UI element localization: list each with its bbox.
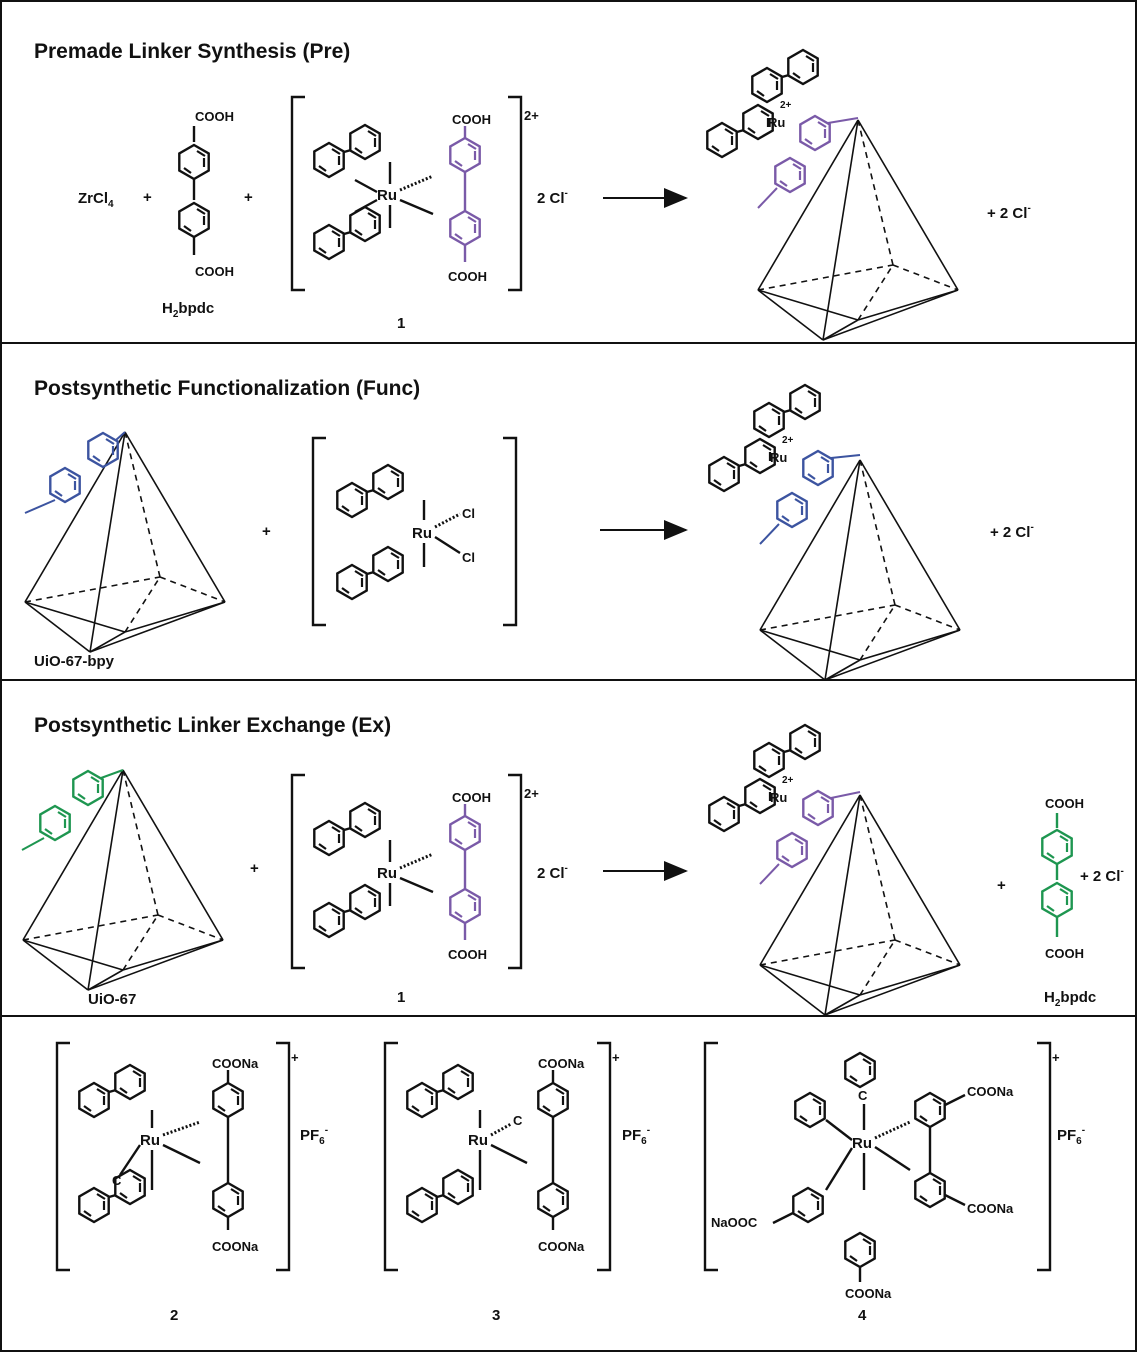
complex-number: 1: [397, 315, 405, 332]
product-charge: 2+: [782, 775, 794, 786]
plus-sign: +: [143, 189, 152, 206]
uio-67-bpy-mof: UiO-67-bpy: [24, 431, 226, 670]
product-mof: Ru 2+ + 2 Cl-: [709, 385, 1034, 681]
plus-sign: +: [997, 877, 1006, 894]
panel-title: Premade Linker Synthesis (Pre): [34, 40, 350, 63]
uio-67-mof: UiO-67: [21, 769, 224, 1008]
cooh-label: COOH: [1045, 946, 1084, 961]
counterion-label: 2 Cl-: [537, 188, 568, 207]
charge-label: +: [1052, 1050, 1060, 1065]
pf6-label: PF6-: [1057, 1125, 1085, 1147]
ru-atom: Ru: [768, 115, 785, 130]
h2bpdc-linker: COOH COOH H2bpdc: [162, 109, 234, 320]
complex-3: + COONa COONa Ru C PF6- 3: [383, 1041, 650, 1324]
complex-4: + COONa COONa NaOOC COONa Ru C: [703, 1041, 1085, 1324]
right-bracket: [508, 95, 523, 292]
complex-number: 2: [170, 1307, 178, 1324]
c-atom: C: [858, 1088, 868, 1103]
coona-label: COONa: [845, 1286, 892, 1301]
charge-label: 2+: [524, 786, 539, 801]
byproduct-label: + 2 Cl-: [990, 522, 1034, 541]
h2bpdc-label: H2bpdc: [1044, 989, 1096, 1009]
coona-label: COONa: [967, 1201, 1014, 1216]
cooh-label: COOH: [1045, 796, 1084, 811]
plus-sign: +: [262, 523, 271, 540]
cl-ligand: Cl: [462, 550, 475, 565]
complex-number: 4: [858, 1307, 867, 1324]
cooh-label: COOH: [195, 264, 234, 279]
panel-postsynthetic-functionalization: Postsynthetic Functionalization (Func) U…: [24, 377, 1034, 681]
coona-label: COONa: [538, 1056, 585, 1071]
cooh-label: COOH: [452, 790, 491, 805]
h2bpdc-label: H2bpdc: [162, 300, 214, 320]
complex-number: 1: [397, 989, 405, 1006]
charge-label: +: [291, 1050, 299, 1065]
ru-atom: Ru: [770, 790, 787, 805]
coona-label: COONa: [212, 1056, 259, 1071]
plus-sign: +: [250, 860, 259, 877]
cooh-label: COOH: [448, 947, 487, 962]
ru-atom: Ru: [377, 865, 397, 882]
ru-atom: Ru: [468, 1132, 488, 1149]
cooh-label: COOH: [195, 109, 234, 124]
coona-label: COONa: [967, 1084, 1014, 1099]
product-mof: Ru 2+ + 2 Cl-: [707, 50, 1031, 341]
product-charge: 2+: [782, 435, 794, 446]
byproduct-label: + 2 Cl-: [1080, 866, 1124, 885]
panel-title: Postsynthetic Functionalization (Func): [34, 377, 420, 400]
pf6-label: PF6-: [300, 1125, 328, 1147]
ru-atom: Ru: [770, 450, 787, 465]
zrcl4-label: ZrCl4: [78, 190, 114, 210]
pf6-label: PF6-: [622, 1125, 650, 1147]
counterion-label: 2 Cl-: [537, 863, 568, 882]
product-charge: 2+: [780, 100, 792, 111]
left-bracket: [290, 95, 305, 292]
complex-2: + COONa COONa Ru C PF6- 2: [55, 1041, 328, 1324]
charge-label: +: [612, 1050, 620, 1065]
cooh-label: COOH: [448, 269, 487, 284]
naooc-label: NaOOC: [711, 1215, 758, 1230]
panel-title: Postsynthetic Linker Exchange (Ex): [34, 714, 391, 737]
panel-cyclometalated-complexes: + COONa COONa Ru C PF6- 2: [55, 1041, 1085, 1324]
complex-number: 3: [492, 1307, 500, 1324]
ru-atom: Ru: [377, 187, 397, 204]
panel-premade-linker-synthesis: Premade Linker Synthesis (Pre) ZrCl4 + C…: [34, 40, 1031, 341]
c-atom: C: [112, 1173, 122, 1188]
panel-postsynthetic-linker-exchange: Postsynthetic Linker Exchange (Ex) UiO-6…: [21, 714, 1124, 1016]
ru-atom: Ru: [852, 1135, 872, 1152]
plus-sign: +: [244, 189, 253, 206]
ru-bpy2-cl2-complex: Ru Cl Cl: [311, 436, 518, 627]
ru-atom: Ru: [140, 1132, 160, 1149]
mof-label: UiO-67: [88, 991, 136, 1008]
coona-label: COONa: [538, 1239, 585, 1254]
cooh-label: COOH: [452, 112, 491, 127]
coona-label: COONa: [212, 1239, 259, 1254]
ru-atom: Ru: [412, 525, 432, 542]
released-h2bpdc: COOH COOH H2bpdc: [1041, 796, 1096, 1009]
complex-1: 2+ COOH COOH Ru 2 Cl- 1: [290, 773, 568, 1006]
byproduct-label: + 2 Cl-: [987, 203, 1031, 222]
complex-1: 2+ COOH COOH Ru 2 Cl- 1: [290, 95, 568, 332]
cl-ligand: Cl: [462, 506, 475, 521]
mof-label: UiO-67-bpy: [34, 653, 115, 670]
c-atom: C: [513, 1113, 523, 1128]
charge-label: 2+: [524, 108, 539, 123]
product-mof: Ru 2+: [709, 725, 961, 1016]
